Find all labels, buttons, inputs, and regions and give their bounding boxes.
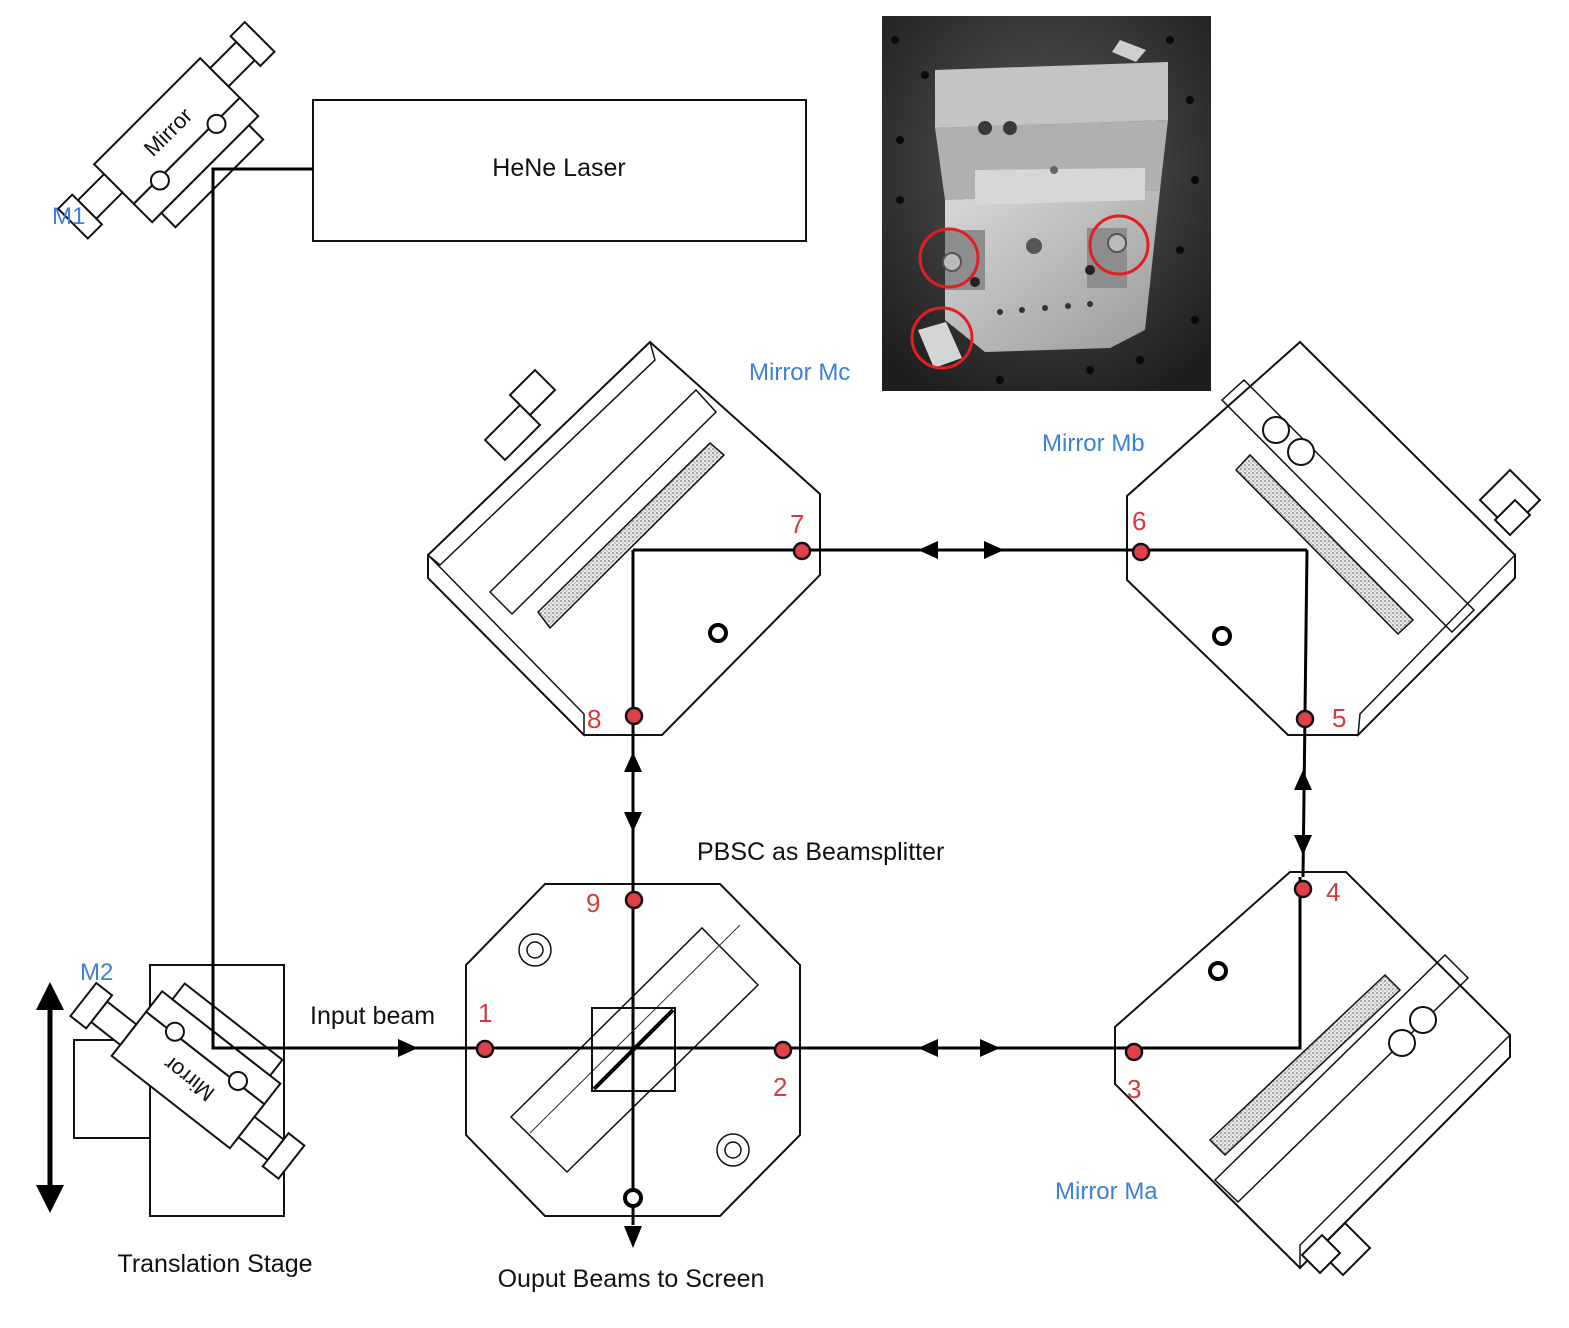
photo-stop-circle (910, 306, 974, 370)
m2-label: M2 (80, 959, 113, 986)
input-beam-label: Input beam (310, 1002, 435, 1030)
point-6-marker (1131, 542, 1151, 562)
mirror-m1: Mirror (56, 20, 276, 240)
point-5-marker (1295, 709, 1315, 729)
mirror-ma-label: Mirror Ma (1055, 1178, 1158, 1205)
mirror-mb-mount (1126, 340, 1542, 738)
mirror-mc-mount (426, 340, 821, 737)
output-beams-label: Ouput Beams to Screen (498, 1265, 765, 1293)
mirror-ma-mount (1114, 871, 1511, 1277)
point-2-label: 2 (773, 1072, 787, 1102)
pbsc-label: PBSC as Beamsplitter (697, 838, 944, 866)
point-8-label: 8 (587, 704, 601, 734)
beam-arrows (398, 541, 1312, 1248)
point-8-marker (624, 706, 644, 726)
point-1-label: 1 (478, 998, 492, 1028)
point-5-label: 5 (1332, 703, 1346, 733)
point-2-marker (773, 1040, 793, 1060)
point-7-marker (792, 541, 812, 561)
point-9-marker (624, 890, 644, 910)
point-4-marker (1293, 879, 1313, 899)
photo-screw-left-circle (918, 227, 980, 289)
point-4-label: 4 (1326, 877, 1340, 907)
beam-points: 1 2 3 4 5 6 7 8 9 (475, 506, 1346, 1104)
mirror-mb-label: Mirror Mb (1042, 430, 1145, 457)
point-7-label: 7 (790, 509, 804, 539)
photo-screw-right-circle (1088, 214, 1150, 276)
mirror-mc-label: Mirror Mc (749, 359, 850, 386)
point-1-marker (475, 1039, 495, 1059)
m1-label: M1 (52, 203, 85, 230)
point-3-label: 3 (1127, 1074, 1141, 1104)
translation-double-arrow (36, 982, 64, 1213)
hene-laser-label: HeNe Laser (492, 154, 625, 182)
mirror-mount-photo (882, 16, 1211, 391)
hene-laser: HeNe Laser (312, 99, 807, 242)
point-3-marker (1124, 1042, 1144, 1062)
translation-stage-label: Translation Stage (117, 1250, 312, 1278)
point-9-label: 9 (586, 888, 600, 918)
point-6-label: 6 (1132, 506, 1146, 536)
